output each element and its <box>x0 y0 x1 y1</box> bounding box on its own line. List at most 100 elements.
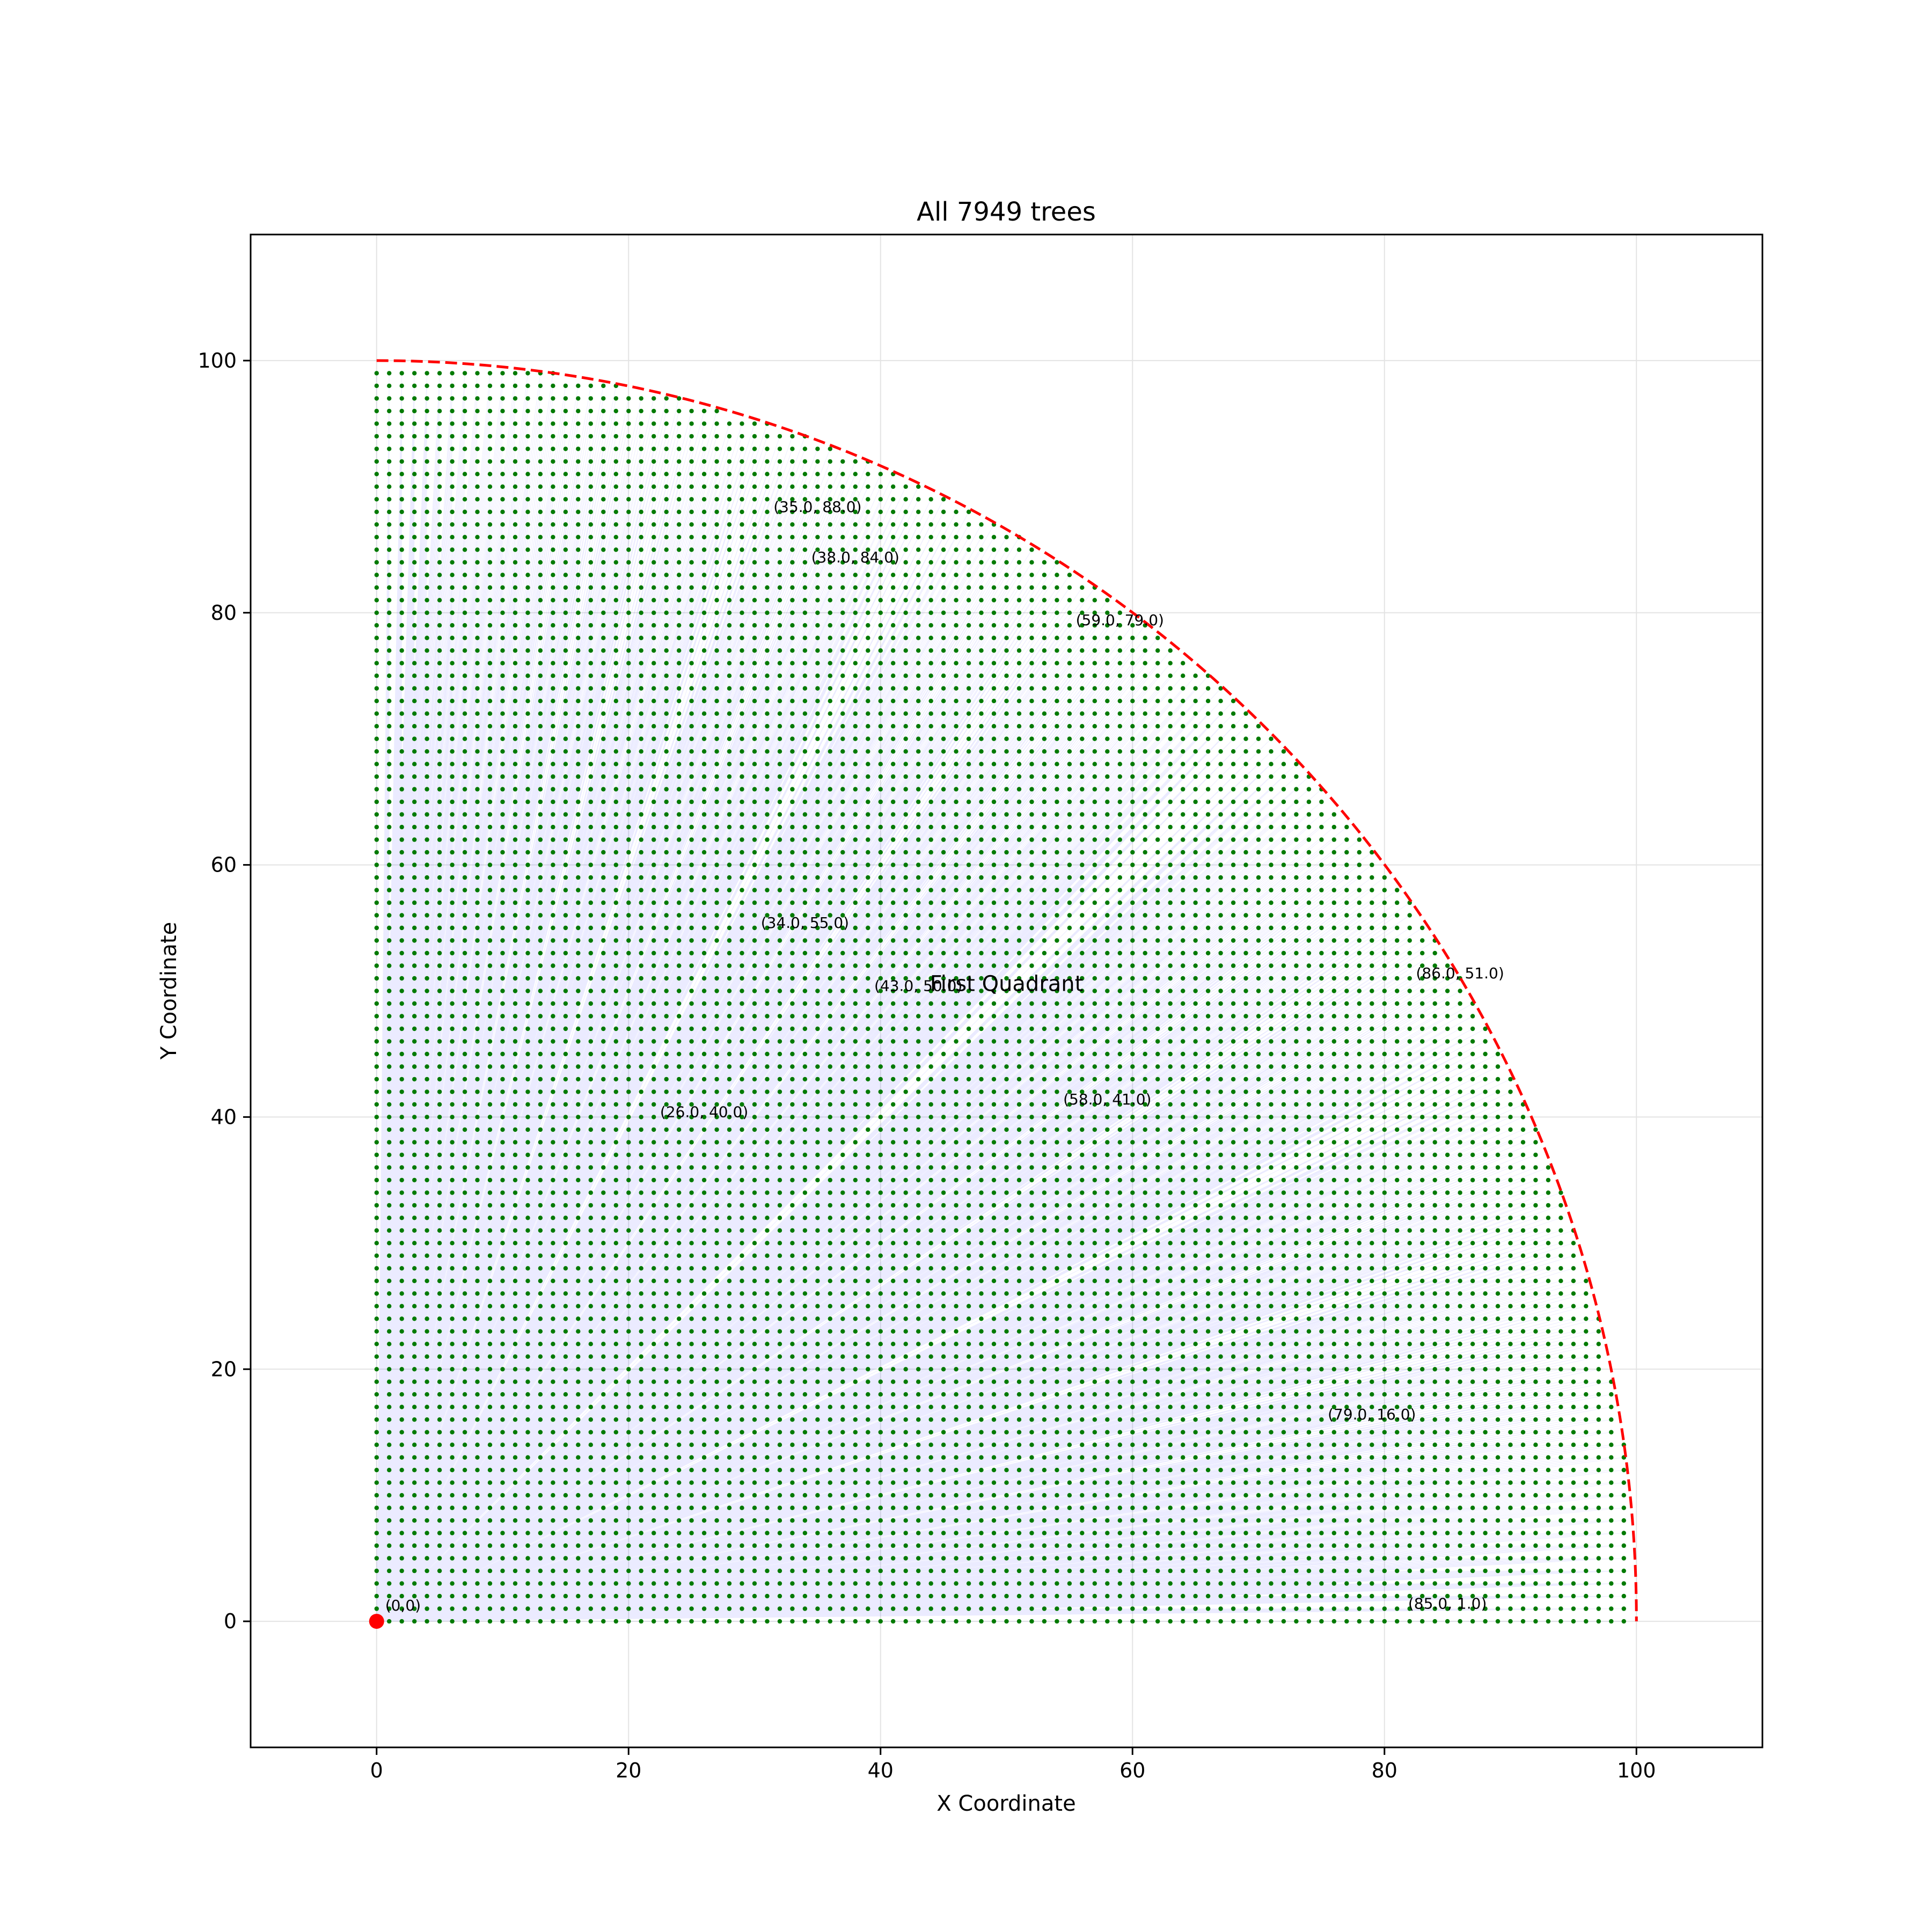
tree-point <box>475 1177 480 1183</box>
tree-point <box>790 1026 795 1031</box>
tree-point <box>853 1468 858 1473</box>
tree-point <box>815 1152 820 1158</box>
tree-point <box>941 724 946 729</box>
tree-point <box>954 1203 958 1208</box>
tree-point <box>462 1051 467 1057</box>
tree-point <box>954 648 958 653</box>
tree-point <box>740 623 744 628</box>
tree-point <box>664 1253 669 1258</box>
tree-point <box>966 913 971 918</box>
tree-point <box>462 547 467 552</box>
tree-point <box>374 799 379 804</box>
tree-point <box>853 1127 858 1132</box>
tree-point <box>626 1480 631 1485</box>
tree-point <box>815 522 820 527</box>
tree-point <box>701 547 707 552</box>
tree-point <box>979 635 984 640</box>
tree-point <box>387 1606 392 1611</box>
tree-point <box>853 1064 858 1069</box>
tree-point <box>450 585 455 590</box>
tree-point <box>689 1593 694 1599</box>
tree-point <box>1016 1581 1022 1586</box>
tree-point <box>513 1304 518 1308</box>
tree-point <box>563 1253 568 1258</box>
tree-point <box>601 522 606 527</box>
tree-point <box>576 850 581 855</box>
tree-point <box>815 1115 820 1119</box>
tree-point <box>891 1127 896 1132</box>
tree-point <box>928 547 933 552</box>
tree-point <box>853 1531 858 1535</box>
tree-point <box>777 1039 782 1044</box>
tree-point <box>979 1102 984 1107</box>
tree-point <box>878 749 883 754</box>
tree-point <box>740 850 744 855</box>
tree-point <box>374 1077 379 1082</box>
tree-point <box>853 1379 858 1384</box>
tree-point <box>563 1190 568 1195</box>
tree-point <box>677 635 682 640</box>
tree-point <box>450 724 455 729</box>
tree-point <box>513 1556 518 1561</box>
tree-point <box>815 1127 820 1132</box>
tree-point <box>513 862 518 867</box>
tree-point <box>740 434 744 439</box>
tree-point <box>412 623 417 628</box>
tree-point <box>588 925 594 931</box>
tree-point <box>425 1152 429 1158</box>
tree-point <box>966 1216 971 1220</box>
tree-point <box>538 383 543 389</box>
tree-point <box>714 459 719 464</box>
tree-point <box>815 1619 820 1624</box>
tree-point <box>815 1417 820 1422</box>
tree-point <box>601 862 606 867</box>
tree-point <box>752 686 757 691</box>
tree-point <box>450 1606 455 1611</box>
tree-point <box>639 736 643 741</box>
tree-point <box>1016 1493 1022 1498</box>
tree-point <box>399 1443 404 1447</box>
tree-point <box>966 598 971 603</box>
tree-point <box>740 585 744 590</box>
tree-point <box>450 509 455 514</box>
tree-point <box>916 1089 921 1094</box>
tree-point <box>752 989 757 993</box>
tree-point <box>815 812 820 817</box>
tree-point <box>576 724 581 729</box>
tree-point <box>790 989 795 993</box>
tree-point <box>740 989 744 993</box>
tree-point <box>891 661 896 665</box>
tree-point <box>563 1593 568 1599</box>
tree-point <box>425 1304 429 1308</box>
tree-point <box>462 1505 467 1510</box>
tree-point <box>425 535 429 539</box>
tree-point <box>891 674 896 678</box>
tree-point <box>727 1568 732 1574</box>
tree-point <box>437 447 442 451</box>
tree-point <box>1016 1102 1022 1107</box>
tree-point <box>714 598 719 603</box>
tree-point <box>740 573 744 577</box>
tree-point <box>752 1342 757 1346</box>
tree-point <box>765 535 770 539</box>
tree-point <box>601 1316 606 1321</box>
tree-point <box>601 1115 606 1119</box>
tree-point <box>689 976 694 981</box>
tree-point <box>802 963 808 968</box>
tree-point <box>689 736 694 741</box>
tree-point <box>538 497 543 502</box>
tree-point <box>828 837 833 842</box>
tree-point <box>538 535 543 539</box>
tree-point <box>991 787 997 792</box>
tree-point <box>916 1443 921 1447</box>
tree-point <box>399 1026 404 1031</box>
tree-point <box>928 724 933 729</box>
tree-point <box>538 472 543 477</box>
tree-point <box>588 522 594 527</box>
tree-point <box>500 1379 505 1384</box>
tree-point <box>613 900 619 905</box>
tree-point <box>866 509 870 514</box>
tree-point <box>462 1619 467 1624</box>
tree-point <box>714 509 719 514</box>
tree-point <box>840 1304 845 1308</box>
